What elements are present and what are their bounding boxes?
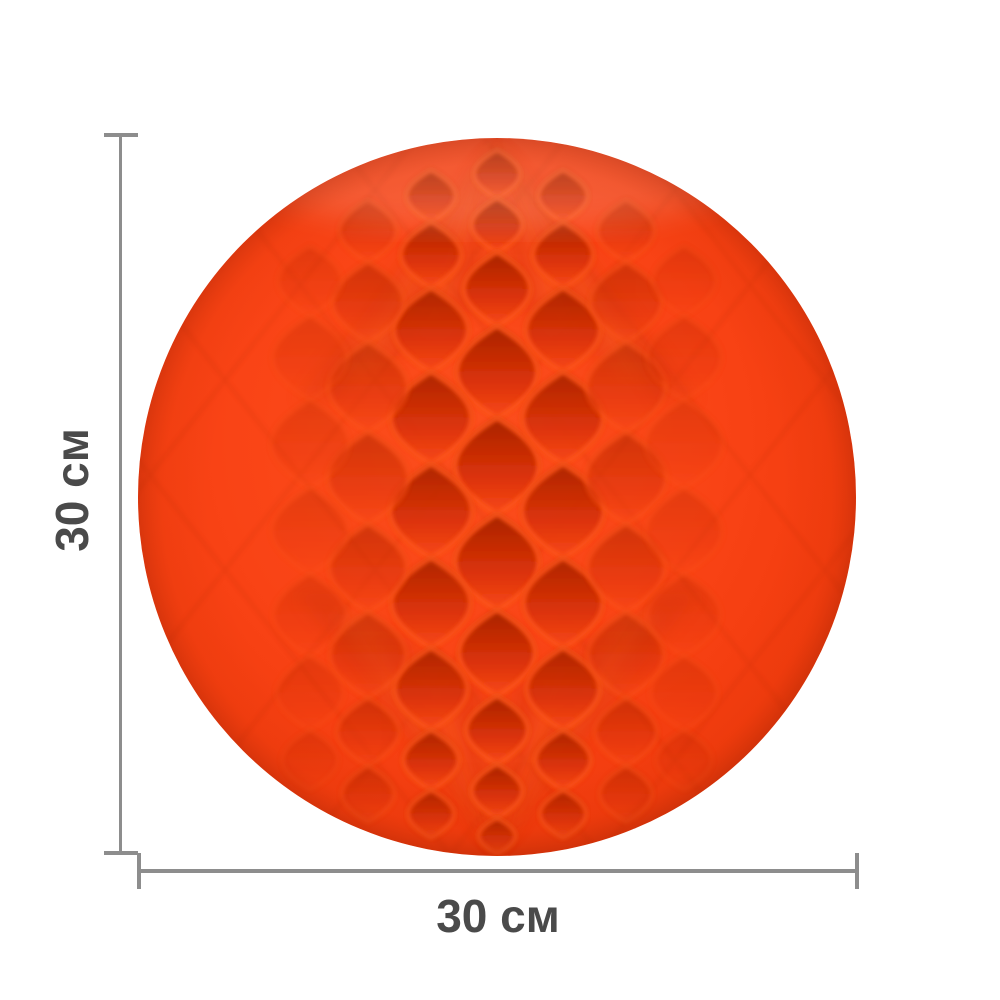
height-dimension-label: 30 см: [46, 428, 98, 552]
vertical-dimension-line: [119, 135, 122, 855]
horizontal-dimension-line: [139, 869, 858, 873]
vertical-dimension-tick-bottom: [104, 851, 138, 855]
horizontal-dimension-tick-right: [855, 853, 859, 889]
horizontal-dimension-tick-left: [137, 853, 141, 889]
ball-rim-shading: [138, 138, 856, 856]
vertical-dimension-tick-top: [104, 133, 138, 137]
width-dimension-label: 30 см: [436, 890, 560, 942]
